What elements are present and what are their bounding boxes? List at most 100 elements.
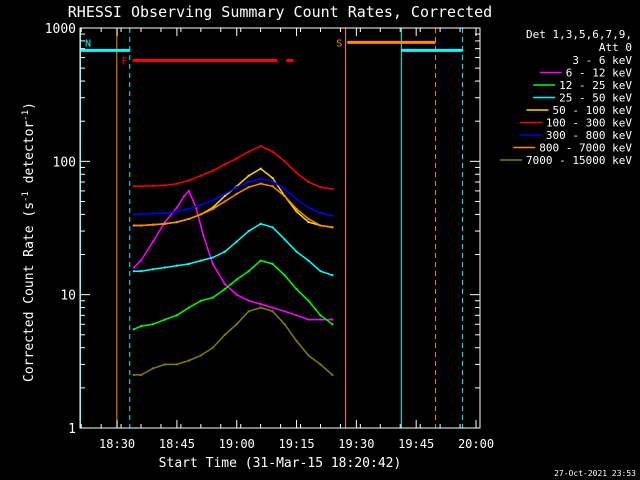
series-point [235,157,238,160]
series-point [151,367,154,370]
series-point [163,266,166,269]
x-tick-label: 18:30 [99,437,135,451]
series-point [211,206,214,209]
series-point [163,211,166,214]
series-point [211,346,214,349]
series-point [295,207,298,210]
series-point [140,373,143,376]
series-point [140,270,143,273]
series-point [140,224,143,227]
y-axis-label-superscript: -1 [21,191,31,202]
series-point [319,363,322,366]
series-line [133,259,333,330]
series-point [319,224,322,227]
series-point [271,176,274,179]
series-point [235,240,238,243]
y-axis-label-main: Corrected Count Rate (s [22,202,37,382]
flag-label: F [122,57,128,68]
series-point [223,283,226,286]
series-point [187,306,190,309]
series-point [319,318,322,321]
series-point [307,180,310,183]
series-point [163,318,166,321]
flag-label: N [85,38,91,49]
y-axis-label-end: ) [22,102,37,110]
series-point [235,293,238,296]
series-point [132,270,135,273]
series-point [235,192,238,195]
series-point [163,262,166,265]
legend-entry-label: 7000 - 15000 keV [526,154,632,167]
series-point [199,206,202,209]
series-point [132,213,135,216]
series-point [331,188,334,191]
legend-header-line-1: Det 1,3,5,6,7,9, [526,28,632,41]
series-point [187,359,190,362]
series-point [199,259,202,262]
series-point [295,198,298,201]
series-point [259,145,262,148]
series-point [259,306,262,309]
series-point [140,333,143,336]
series-point [223,200,226,203]
series-point [331,214,334,217]
series-point [283,188,286,191]
series-point [202,234,205,237]
series-point [151,212,154,215]
series-point [319,270,322,273]
series-point [271,150,274,153]
x-tick-label: 19:00 [219,437,255,451]
series-point [183,194,186,197]
series-point [259,259,262,262]
series-line [133,306,333,376]
series-point [151,223,154,226]
series-line [133,145,333,190]
series-point [211,199,214,202]
timestamp: 27-Oct-2021 23:53 [554,469,636,478]
series-point [163,363,166,366]
series-point [283,323,286,326]
series-point [140,185,143,188]
series-point [223,250,226,253]
series-point [283,310,286,313]
x-tick-label: 19:45 [398,437,434,451]
series-point [283,194,286,197]
series-point [235,278,238,281]
series-point [247,150,250,153]
series-point [247,230,250,233]
series-point [175,264,178,267]
series-point [295,210,298,213]
y-axis-label-superscript: -1 [21,110,31,121]
series-point [247,270,250,273]
x-tick-label: 19:15 [278,437,314,451]
plot-frame [79,27,481,429]
series-point [259,182,262,185]
legend-entry-label: 800 - 7000 keV [539,142,632,155]
series-point [228,283,231,286]
series-point [331,226,334,229]
series-point [187,230,190,233]
series-point [223,288,226,291]
series-line [133,222,333,276]
series-point [247,186,250,189]
series-point [151,323,154,326]
series-point [307,318,310,321]
flag-bars: N F S [80,38,463,68]
series-point [307,323,310,326]
legend-entry-label: 12 - 25 keV [559,79,632,92]
series-point [132,224,135,227]
series-point [187,262,190,265]
series-point [259,177,262,180]
series-point [271,185,274,188]
series-point [187,179,190,182]
series-point [295,288,298,291]
series-point [259,167,262,170]
series-point [271,306,274,309]
series-point [132,266,135,269]
series-point [199,204,202,207]
series-point [307,354,310,357]
series-point [247,299,250,302]
series-point [307,299,310,302]
series-point [295,250,298,253]
